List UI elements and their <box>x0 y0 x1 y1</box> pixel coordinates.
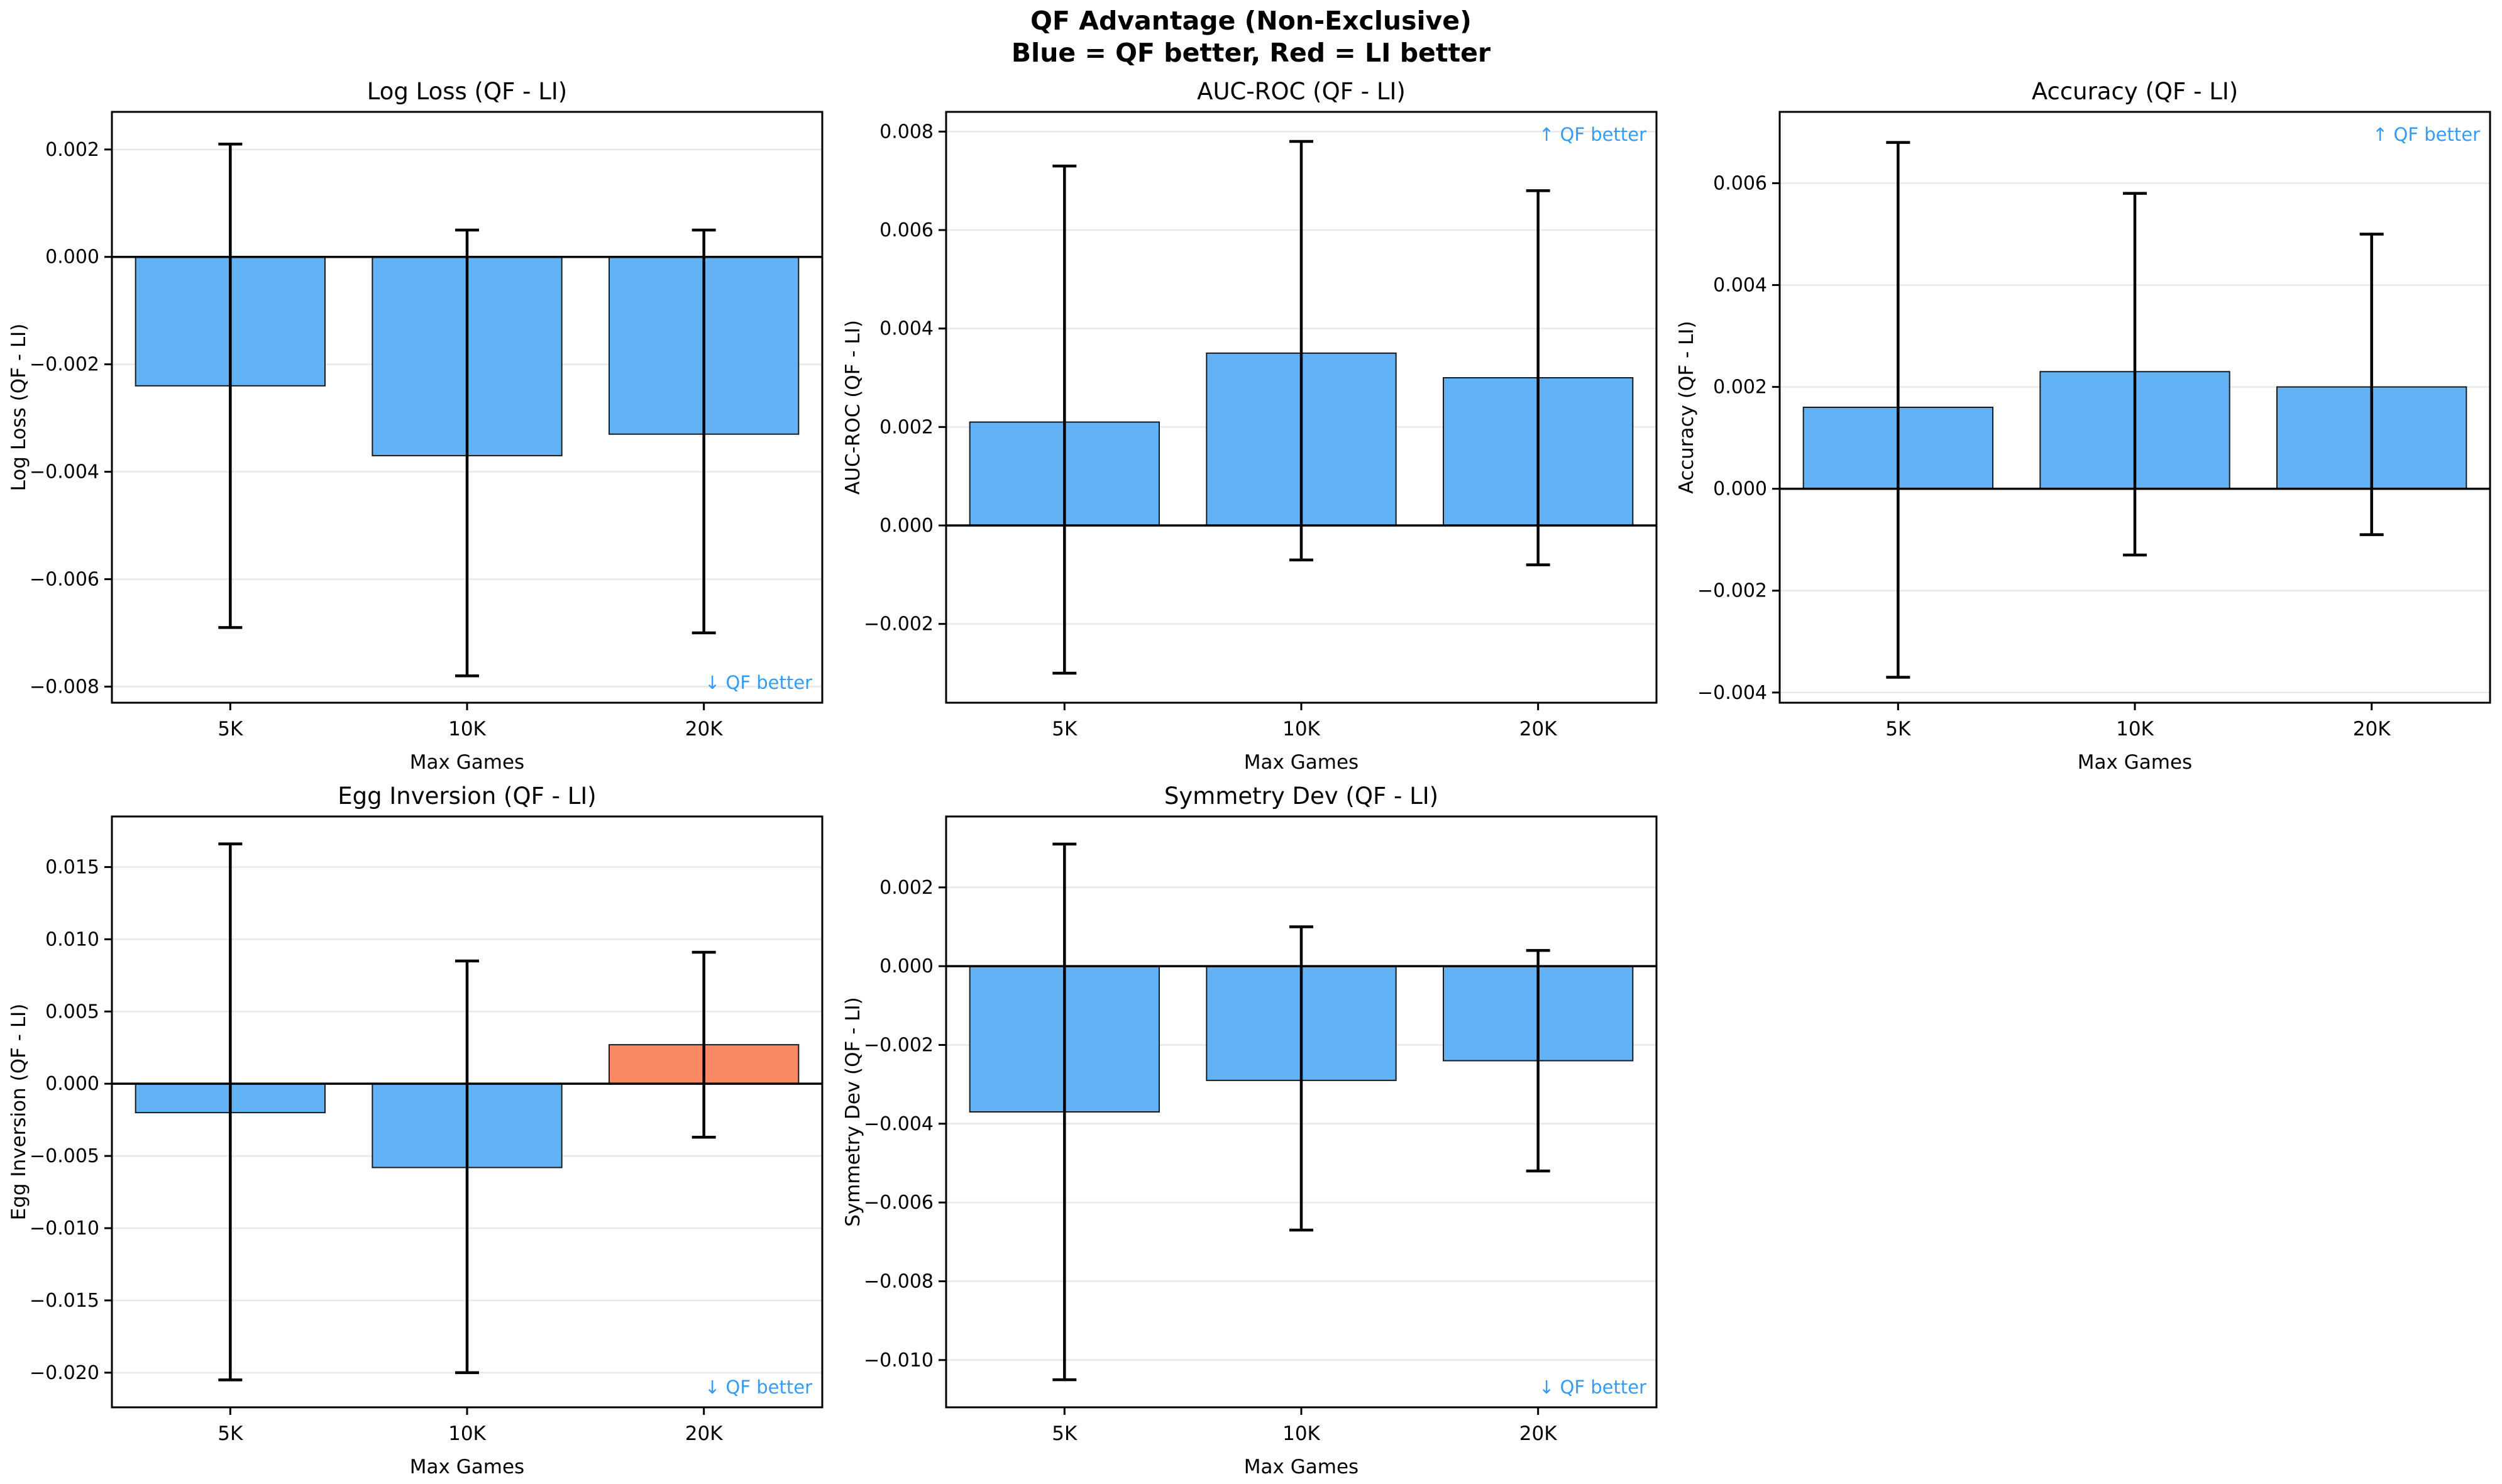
y-tick-label: 0.015 <box>45 856 99 878</box>
subplot-symmetry-dev: 0.002 0.000 −0.002 −0.004 −0.006 −0.008 −0.010… <box>834 780 1668 1484</box>
y-tick-label: 0.005 <box>45 1001 99 1023</box>
figure-title: QF Advantage (Non-Exclusive) Blue = QF b… <box>0 0 2502 75</box>
x-tick-label: 10K <box>448 1422 486 1445</box>
y-tick-label: −0.004 <box>864 1113 934 1135</box>
x-axis-label: Max Games <box>2078 751 2192 774</box>
error-bar-10K <box>1289 140 1313 562</box>
y-axis-label: AUC-ROC (QF - LI) <box>842 320 864 495</box>
y-tick-label: −0.010 <box>30 1217 99 1239</box>
y-tick-label: −0.002 <box>30 354 99 376</box>
subplot-auc-roc: 0.008 0.006 0.004 0.002 0.000 −0.002 5K 10K 20K A… <box>834 75 1668 780</box>
error-bar-10K <box>455 959 479 1375</box>
error-bar-5K <box>1052 164 1076 675</box>
error-bar-20K <box>1526 948 1550 1173</box>
y-tick-label: −0.010 <box>864 1349 934 1371</box>
subplot-accuracy: 0.006 0.004 0.002 0.000 −0.002 −0.004 5K 10K 20K… <box>1668 75 2502 780</box>
error-bar-10K <box>2123 192 2147 557</box>
subplot-title: AUC-ROC (QF - LI) <box>1197 78 1406 105</box>
y-tick-label: −0.008 <box>30 676 99 698</box>
subplot-egg-inversion: 0.015 0.010 0.005 0.000 −0.005 −0.010 −0.015 −0… <box>0 780 834 1484</box>
error-bar-10K <box>1289 925 1313 1232</box>
subplot-grid: 0.002 0.000 −0.002 −0.004 −0.006 −0.008 5K 10K 2… <box>0 75 2502 1484</box>
subplot-title: Egg Inversion (QF - LI) <box>338 783 596 810</box>
error-bar-20K <box>2359 233 2384 536</box>
qf-better-annotation: ↑ QF better <box>1539 124 1646 145</box>
y-tick-label: 0.002 <box>879 877 934 899</box>
x-axis-label: Max Games <box>410 1456 524 1478</box>
figure-title-line2: Blue = QF better, Red = LI better <box>1011 38 1491 69</box>
y-tick-label: −0.006 <box>30 568 99 590</box>
y-tick-label: −0.008 <box>864 1270 934 1292</box>
y-tick-label: −0.002 <box>1697 580 1767 602</box>
x-axis-label: Max Games <box>1243 1456 1358 1478</box>
chart-svg: 0.006 0.004 0.002 0.000 −0.002 −0.004 5K 10K 20K… <box>1675 78 2491 774</box>
y-tick-label: 0.010 <box>45 928 99 950</box>
y-tick-label: 0.004 <box>1713 275 1767 297</box>
x-tick-label: 5K <box>218 1422 243 1445</box>
error-bar-20K <box>692 228 716 635</box>
x-tick-label: 20K <box>685 718 723 740</box>
y-tick-label: 0.002 <box>45 139 99 161</box>
y-tick-label: −0.005 <box>30 1145 99 1167</box>
y-tick-label: 0.000 <box>879 955 934 977</box>
error-bar-5K <box>218 143 243 629</box>
subplot-log-loss: 0.002 0.000 −0.002 −0.004 −0.006 −0.008 5K 10K 2… <box>0 75 834 780</box>
y-axis-label: Egg Inversion (QF - LI) <box>8 1004 30 1221</box>
qf-better-annotation: ↓ QF better <box>705 672 812 693</box>
y-axis-label: Symmetry Dev (QF - LI) <box>842 997 864 1226</box>
x-tick-label: 5K <box>1052 1422 1077 1445</box>
empty-cell <box>1668 780 2502 1484</box>
x-tick-label: 10K <box>2116 718 2154 740</box>
figure-title-line1: QF Advantage (Non-Exclusive) <box>1030 6 1472 36</box>
x-tick-label: 10K <box>1282 1422 1320 1445</box>
y-axis-label: Accuracy (QF - LI) <box>1675 321 1698 493</box>
chart-svg: 0.002 0.000 −0.002 −0.004 −0.006 −0.008 5K 10K 2… <box>8 78 824 774</box>
y-axis-label: Log Loss (QF - LI) <box>8 324 30 492</box>
y-tick-label: −0.004 <box>1697 682 1767 704</box>
y-tick-label: 0.000 <box>45 246 99 268</box>
y-tick-label: 0.000 <box>879 515 934 537</box>
qf-better-annotation: ↓ QF better <box>705 1377 812 1398</box>
y-tick-label: −0.002 <box>864 1034 934 1056</box>
chart-svg: 0.015 0.010 0.005 0.000 −0.005 −0.010 −0.015 −0… <box>8 783 824 1478</box>
y-tick-label: −0.006 <box>864 1192 934 1214</box>
y-tick-label: 0.000 <box>1713 478 1767 500</box>
y-tick-label: 0.000 <box>45 1073 99 1095</box>
x-axis-label: Max Games <box>410 751 524 774</box>
y-tick-label: −0.004 <box>30 461 99 483</box>
y-tick-label: 0.006 <box>1713 172 1767 194</box>
y-tick-label: −0.015 <box>30 1290 99 1312</box>
x-tick-label: 10K <box>448 718 486 740</box>
error-bar-10K <box>455 228 479 678</box>
y-tick-label: −0.002 <box>864 613 934 635</box>
x-tick-label: 10K <box>1282 718 1320 740</box>
subplot-title: Symmetry Dev (QF - LI) <box>1164 783 1438 810</box>
x-tick-label: 20K <box>2353 718 2391 740</box>
chart-svg: 0.002 0.000 −0.002 −0.004 −0.006 −0.008 −0.010… <box>842 783 1658 1478</box>
x-tick-label: 5K <box>1052 718 1077 740</box>
x-axis-label: Max Games <box>1243 751 1358 774</box>
x-tick-label: 20K <box>685 1422 723 1445</box>
x-tick-label: 20K <box>1519 718 1557 740</box>
subplot-title: Log Loss (QF - LI) <box>367 78 567 105</box>
error-bar-20K <box>1526 189 1550 566</box>
chart-svg: 0.008 0.006 0.004 0.002 0.000 −0.002 5K 10K 20K A… <box>842 78 1658 774</box>
x-tick-label: 20K <box>1519 1422 1557 1445</box>
qf-better-annotation: ↑ QF better <box>2372 124 2480 145</box>
y-tick-label: 0.006 <box>879 219 934 241</box>
y-tick-label: 0.008 <box>879 121 934 143</box>
subplot-title: Accuracy (QF - LI) <box>2032 78 2238 105</box>
error-bar-5K <box>218 842 243 1382</box>
error-bar-5K <box>1886 141 1910 679</box>
y-tick-label: 0.002 <box>879 416 934 438</box>
x-tick-label: 5K <box>1886 718 1912 740</box>
x-tick-label: 5K <box>218 718 243 740</box>
error-bar-20K <box>692 950 716 1139</box>
y-tick-label: −0.020 <box>30 1362 99 1384</box>
qf-better-annotation: ↓ QF better <box>1539 1377 1646 1398</box>
y-tick-label: 0.004 <box>879 318 934 340</box>
y-tick-label: 0.002 <box>1713 376 1767 398</box>
error-bar-5K <box>1052 842 1076 1382</box>
